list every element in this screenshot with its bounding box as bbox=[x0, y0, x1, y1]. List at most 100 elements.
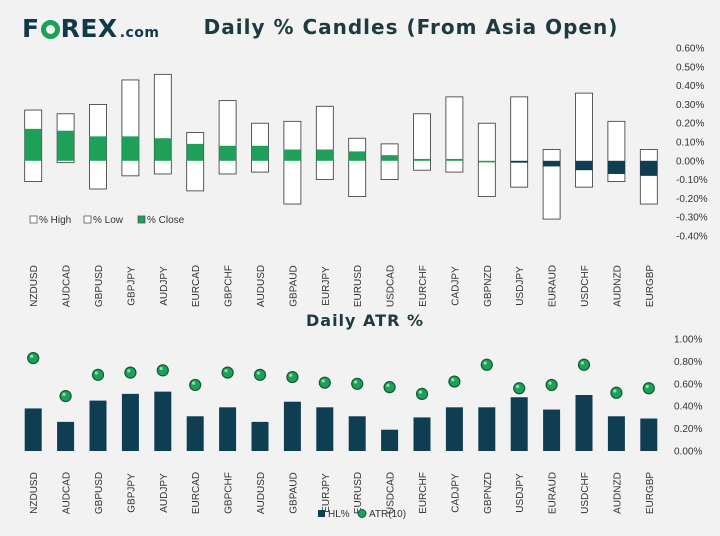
candle-close-bar bbox=[413, 158, 431, 161]
logo-letter-f: F bbox=[22, 14, 40, 43]
atr-hl-bar bbox=[154, 391, 172, 451]
atr-chart-title: Daily ATR % bbox=[306, 311, 424, 330]
atr-dot bbox=[351, 377, 364, 390]
atr-y-tick: 0.00% bbox=[674, 447, 702, 458]
candles-category-label: GBPCHF bbox=[224, 265, 235, 307]
atr-hl-bar bbox=[348, 416, 366, 451]
atr-category-label: EURUSD bbox=[353, 472, 364, 514]
atr-dot bbox=[415, 387, 429, 400]
atr-hl-bar bbox=[251, 421, 269, 451]
atr-hl-bar bbox=[24, 408, 42, 451]
atr-y-tick: 0.40% bbox=[674, 402, 702, 413]
candles-category-label: AUDCAD bbox=[62, 265, 73, 307]
atr-category-label: EURCHF bbox=[418, 472, 429, 514]
atr-category-label: AUDUSD bbox=[256, 472, 267, 514]
legend-hl-swatch bbox=[318, 510, 325, 517]
candles-chart: -0.40% -0.30% -0.20% -0.10% 0.00% 0.10% 0.20% 0… bbox=[24, 44, 708, 308]
atr-hl-bar bbox=[575, 395, 593, 451]
candle-close-bar bbox=[575, 160, 593, 171]
atr-dot-highlight bbox=[321, 379, 325, 383]
legend-atr-swatch bbox=[357, 509, 367, 518]
candles-category-label: USDCAD bbox=[386, 265, 397, 307]
candle-range-box bbox=[348, 137, 367, 197]
candle-close-bar bbox=[186, 143, 204, 161]
atr-dot bbox=[221, 366, 234, 379]
candle-close-bar bbox=[251, 145, 269, 161]
legend-close-swatch bbox=[137, 215, 146, 224]
candles-category-label: GBPAUD bbox=[288, 265, 299, 307]
candles-y-tick: 0.60% bbox=[676, 44, 704, 55]
legend-low-swatch bbox=[83, 215, 92, 224]
atr-dot-highlight bbox=[192, 381, 196, 385]
legend-close-label: % Close bbox=[147, 215, 185, 226]
atr-dot bbox=[253, 368, 267, 381]
atr-dot bbox=[545, 378, 558, 392]
atr-dot bbox=[156, 364, 169, 377]
atr-hl-bar bbox=[510, 397, 528, 451]
candles-y-tick: -0.40% bbox=[676, 232, 708, 243]
candles-category-label: GBPUSD bbox=[94, 265, 105, 307]
candles-category-label: EURJPY bbox=[321, 266, 332, 306]
candles-y-tick: 0.00% bbox=[676, 156, 704, 167]
atr-category-label: CADJPY bbox=[450, 473, 461, 513]
logo-dotcom: .com bbox=[119, 25, 160, 41]
atr-dot-highlight bbox=[580, 361, 585, 365]
atr-dot bbox=[383, 381, 396, 394]
candles-category-label: EURCHF bbox=[418, 265, 429, 307]
atr-dot-highlight bbox=[451, 378, 455, 382]
candle-close-bar bbox=[348, 151, 366, 161]
atr-dot-highlight bbox=[224, 369, 228, 373]
candle-range-box bbox=[542, 149, 561, 220]
atr-category-label: GBPJPY bbox=[126, 473, 137, 513]
atr-dot-highlight bbox=[613, 389, 617, 393]
candles-category-label: NZDUSD bbox=[29, 265, 40, 307]
atr-category-label: AUDNZD bbox=[612, 472, 623, 514]
candle-range-box bbox=[413, 113, 431, 171]
candle-range-box bbox=[445, 96, 464, 173]
candles-y-tick: 0.30% bbox=[676, 100, 704, 111]
candles-category-label: USDJPY bbox=[515, 266, 526, 306]
candles-category-label: EURGBP bbox=[645, 265, 656, 308]
atr-dot-highlight bbox=[289, 373, 293, 377]
atr-hl-bar bbox=[445, 407, 463, 451]
atr-dot bbox=[577, 358, 591, 371]
candles-y-tick: -0.20% bbox=[676, 194, 708, 205]
atr-hl-bar bbox=[316, 407, 334, 451]
atr-hl-bar bbox=[381, 429, 399, 451]
atr-dot-highlight bbox=[548, 381, 552, 385]
atr-dot bbox=[59, 390, 72, 403]
atr-dot-highlight bbox=[516, 384, 520, 389]
atr-dot-highlight bbox=[127, 369, 131, 373]
candle-range-box bbox=[186, 132, 205, 192]
atr-dot bbox=[286, 370, 299, 384]
candle-close-bar bbox=[89, 136, 107, 161]
atr-hl-bar bbox=[89, 400, 107, 451]
candle-close-bar bbox=[445, 158, 463, 161]
atr-y-tick: 0.20% bbox=[674, 424, 702, 435]
candles-category-label: AUDNZD bbox=[612, 265, 623, 307]
candle-close-bar bbox=[478, 160, 496, 163]
atr-dot-highlight bbox=[418, 390, 422, 394]
legend-high-swatch bbox=[29, 215, 38, 224]
candle-range-box bbox=[283, 120, 302, 205]
atr-dot-highlight bbox=[159, 366, 163, 371]
atr-category-label: EURJPY bbox=[321, 473, 332, 513]
atr-hl-bar bbox=[478, 407, 496, 451]
atr-dot-highlight bbox=[256, 371, 260, 375]
atr-hl-bar bbox=[640, 418, 658, 451]
candle-range-box bbox=[477, 122, 496, 197]
atr-category-label: USDCHF bbox=[580, 472, 591, 514]
candle-close-bar bbox=[121, 136, 139, 161]
candle-range-box bbox=[510, 96, 529, 188]
candle-close-bar bbox=[640, 160, 658, 176]
candles-y-tick: 0.10% bbox=[676, 138, 704, 149]
atr-y-tick: 0.60% bbox=[674, 379, 702, 390]
atr-category-label: GBPCHF bbox=[224, 472, 235, 514]
candles-category-label: EURCAD bbox=[191, 265, 202, 307]
candle-close-bar bbox=[316, 149, 334, 161]
candle-close-bar bbox=[283, 149, 301, 161]
atr-dot bbox=[610, 386, 623, 399]
candle-close-bar bbox=[219, 145, 237, 161]
atr-y-tick: 0.80% bbox=[674, 357, 702, 368]
